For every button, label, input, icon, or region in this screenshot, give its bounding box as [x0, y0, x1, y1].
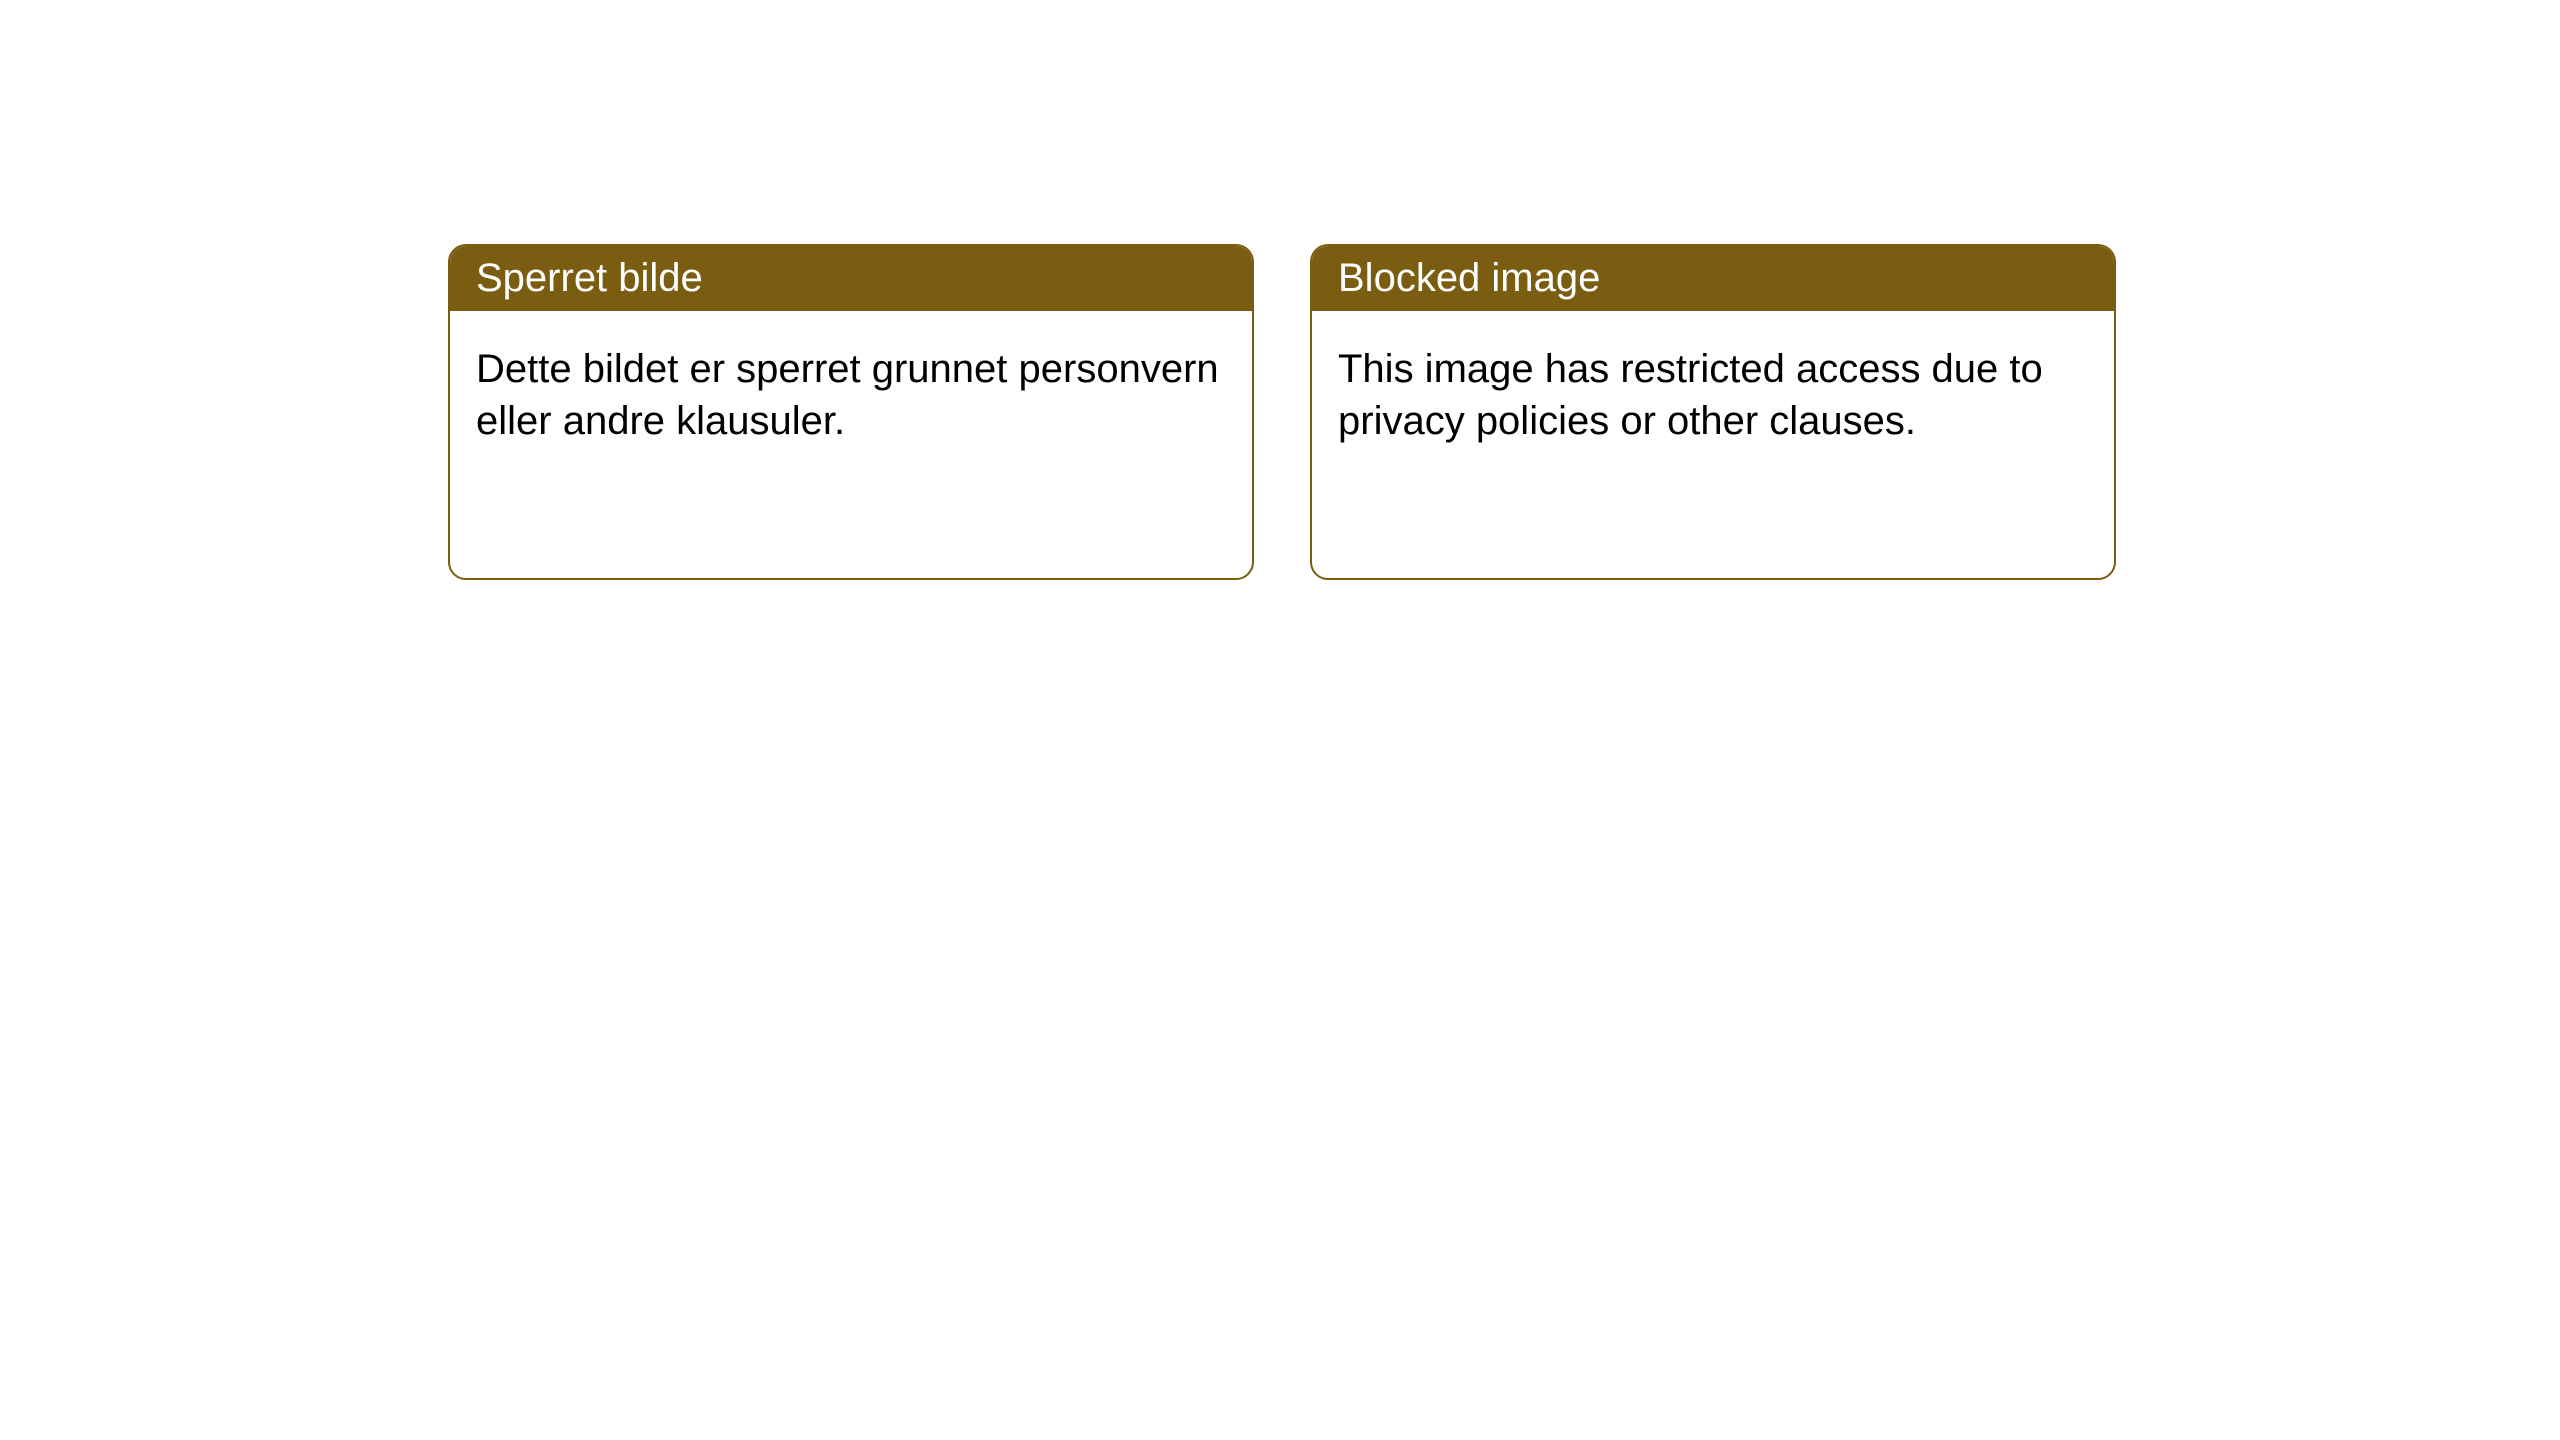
notice-header: Sperret bilde	[450, 246, 1252, 311]
notice-card-english: Blocked image This image has restricted …	[1310, 244, 2116, 580]
notice-body: This image has restricted access due to …	[1312, 311, 2114, 479]
notice-message: This image has restricted access due to …	[1338, 347, 2043, 443]
notice-message: Dette bildet er sperret grunnet personve…	[476, 347, 1219, 443]
notice-header: Blocked image	[1312, 246, 2114, 311]
notice-card-norwegian: Sperret bilde Dette bildet er sperret gr…	[448, 244, 1254, 580]
notice-title: Sperret bilde	[476, 256, 703, 300]
notice-title: Blocked image	[1338, 256, 1600, 300]
notice-body: Dette bildet er sperret grunnet personve…	[450, 311, 1252, 479]
notice-container: Sperret bilde Dette bildet er sperret gr…	[0, 0, 2560, 580]
